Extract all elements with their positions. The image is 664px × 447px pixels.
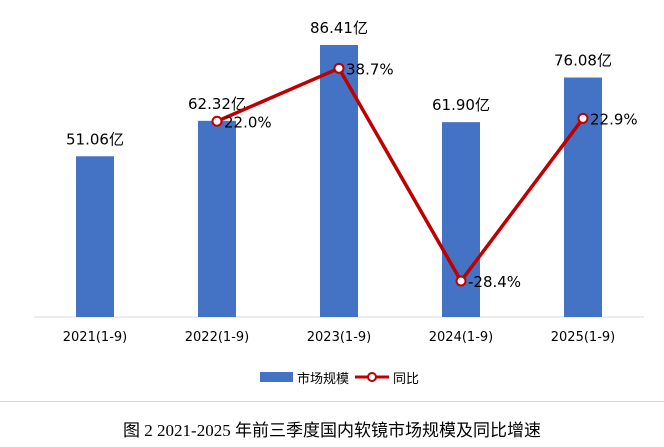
yoy-label: 22.0% [224, 113, 272, 131]
bar-2021(1-9) [76, 156, 114, 317]
legend-line-marker [367, 372, 377, 382]
bar-label: 51.06亿 [66, 130, 124, 148]
x-tick-label: 2025(1-9) [551, 330, 615, 345]
figure-caption: 图 2 2021-2025 年前三季度国内软镜市场规模及同比增速 [123, 421, 541, 440]
x-tick-label: 2022(1-9) [185, 330, 249, 345]
bar-2022(1-9) [198, 120, 236, 317]
yoy-point [577, 112, 589, 124]
x-tick-label: 2024(1-9) [429, 330, 493, 345]
x-tick-label: 2021(1-9) [63, 330, 127, 345]
legend-line-label: 同比 [393, 372, 419, 387]
bar-label: 62.32亿 [188, 95, 246, 113]
bar-label: 76.08亿 [554, 52, 612, 70]
yoy-point [455, 275, 467, 287]
legend-bar-swatch [260, 372, 293, 382]
yoy-line [216, 66, 585, 285]
yoy-point [211, 115, 223, 127]
yoy-label: 38.7% [346, 60, 394, 78]
x-tick-label: 2023(1-9) [307, 330, 371, 345]
yoy-point [333, 62, 345, 74]
yoy-label: 22.9% [590, 110, 638, 128]
yoy-label: -28.4% [468, 273, 521, 291]
chart: 51.06亿 2021(1-9) 62.32亿 2022(1-9) 86.41亿 2023… [34, 19, 644, 387]
divider [0, 401, 664, 402]
bar-label: 86.41亿 [310, 19, 368, 37]
bar-label: 61.90亿 [432, 96, 490, 114]
legend-bar-label: 市场规模 [297, 371, 349, 387]
bar-2023(1-9) [320, 44, 358, 317]
